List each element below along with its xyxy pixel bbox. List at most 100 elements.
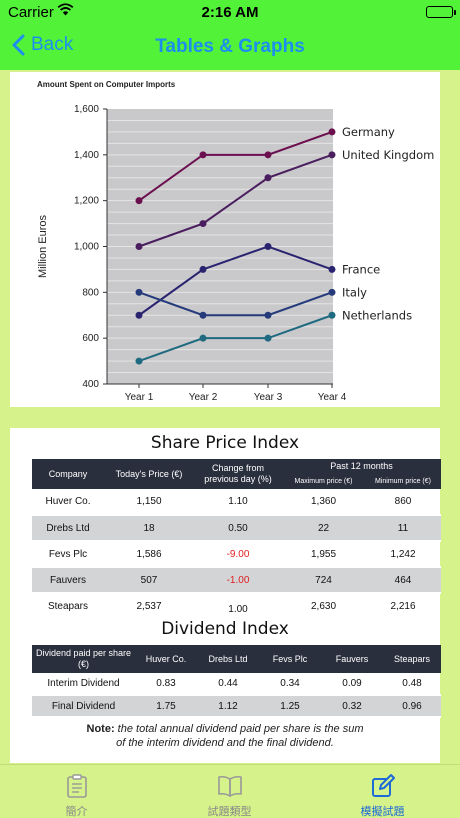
table-cell: 0.83 bbox=[156, 678, 176, 689]
dividend-table-title: Dividend Index bbox=[161, 619, 289, 639]
series-line bbox=[138, 153, 333, 248]
table-row: Final Dividend 1.75 1.12 1.25 0.32 0.96 bbox=[32, 694, 441, 718]
table-cell: 464 bbox=[365, 566, 441, 594]
series-line bbox=[138, 291, 333, 317]
table-cell: Drebs Ltd bbox=[32, 514, 104, 542]
wifi-icon bbox=[57, 3, 74, 20]
status-time: 2:16 AM bbox=[201, 4, 259, 21]
col-past-12-months: Past 12 months bbox=[282, 459, 441, 474]
data-point bbox=[264, 243, 272, 250]
data-point bbox=[199, 311, 207, 319]
table-cell: 860 bbox=[394, 496, 412, 507]
y-tick-label: 400 bbox=[82, 379, 99, 390]
table-cell: 0.50 bbox=[194, 514, 282, 542]
table-cell: 1.12 bbox=[197, 694, 259, 718]
table-row: Interim Dividend 0.83 0.44 0.34 0.09 0.48 bbox=[32, 673, 441, 695]
table-row: Fauvers 507 -1.00 724 464 bbox=[32, 566, 441, 594]
table-row: Huver Co. 1,150 1.10 1,360 860 bbox=[32, 489, 441, 515]
table-cell: 2,630 bbox=[310, 601, 337, 612]
series-label: Italy bbox=[342, 285, 367, 299]
data-point bbox=[199, 334, 207, 342]
tab-intro-label: 簡介 bbox=[65, 806, 88, 818]
tab-intro[interactable]: 簡介 bbox=[0, 765, 153, 818]
chart-card: Amount Spent on Computer Imports 400 600 8… bbox=[10, 72, 440, 407]
chevron-left-icon bbox=[12, 34, 25, 56]
edit-icon bbox=[372, 774, 395, 797]
y-tick-label: 600 bbox=[82, 333, 99, 344]
tables-card: Share Price Index Company Today's Price … bbox=[10, 428, 441, 763]
data-point bbox=[328, 311, 336, 319]
chart-title: Amount Spent on Computer Imports bbox=[37, 80, 176, 89]
table-cell: 0.09 bbox=[342, 678, 362, 689]
tab-question-types[interactable]: 試題類型 bbox=[153, 765, 306, 818]
table-cell: Huver Co. bbox=[45, 496, 91, 507]
table-row: Drebs Ltd 18 0.50 22 11 bbox=[32, 514, 441, 542]
series-line bbox=[138, 314, 333, 363]
table-row: Steapars 2,537 1.00 2,630 2,216 bbox=[32, 593, 441, 619]
table-cell: -1.00 bbox=[194, 566, 282, 594]
table-cell: 1.75 bbox=[135, 694, 197, 718]
series-label: United Kingdom bbox=[342, 148, 434, 162]
data-point bbox=[264, 151, 272, 159]
data-point bbox=[328, 128, 336, 136]
data-point bbox=[328, 288, 336, 296]
table-cell: 1.10 bbox=[228, 496, 248, 507]
data-point bbox=[199, 265, 207, 273]
page-title: Tables & Graphs bbox=[155, 36, 305, 57]
back-button[interactable]: Back bbox=[12, 34, 73, 56]
series-label: Germany bbox=[342, 125, 395, 139]
data-point bbox=[264, 334, 272, 342]
series-line bbox=[138, 130, 333, 202]
x-tick-label: Year 3 bbox=[254, 392, 283, 403]
dividend-col-header: Fevs Plc bbox=[259, 645, 321, 673]
table-cell: 1,242 bbox=[390, 548, 416, 560]
note-label: Note: bbox=[86, 723, 115, 735]
table-cell: 1,586 bbox=[136, 548, 162, 560]
y-tick-label: 800 bbox=[82, 287, 99, 298]
y-tick-label: 1,600 bbox=[74, 104, 99, 115]
carrier-label: Carrier bbox=[8, 4, 54, 21]
data-point bbox=[328, 151, 336, 159]
data-point bbox=[135, 243, 143, 250]
table-cell: 22 bbox=[282, 514, 365, 542]
table-cell: 11 bbox=[365, 514, 441, 542]
series-label: Netherlands bbox=[342, 308, 412, 322]
table-cell: 2,216 bbox=[390, 601, 416, 612]
data-point bbox=[328, 265, 336, 273]
table-cell: 0.34 bbox=[280, 678, 300, 689]
table-cell: 1,360 bbox=[310, 496, 337, 507]
y-axis-label: Million Euros bbox=[37, 215, 49, 278]
tab-mock-exam[interactable]: 模擬試題 bbox=[306, 765, 459, 818]
col-change: Change from previous day (%) bbox=[194, 459, 282, 489]
series-line bbox=[138, 245, 333, 317]
navigation-bar: Back Tables & Graphs bbox=[0, 24, 460, 70]
dividend-col-header: Drebs Ltd bbox=[197, 645, 259, 673]
y-tick-label: 1,000 bbox=[74, 242, 99, 253]
table-cell: 507 bbox=[104, 566, 194, 594]
col-min: Minimum price (€) bbox=[365, 474, 441, 489]
dividend-col-header: Huver Co. bbox=[135, 645, 197, 673]
col-company: Company bbox=[32, 459, 104, 489]
x-tick-label: Year 4 bbox=[318, 392, 347, 403]
table-cell: 724 bbox=[282, 566, 365, 594]
dividend-col-header: Fauvers bbox=[321, 645, 383, 673]
book-icon bbox=[218, 775, 242, 797]
data-point bbox=[264, 174, 272, 182]
table-cell: -9.00 bbox=[226, 548, 250, 560]
table-cell: 1,955 bbox=[310, 548, 337, 560]
table-cell: Final Dividend bbox=[32, 694, 135, 718]
tab-bar: 簡介 試題類型 模擬試題 bbox=[0, 764, 460, 818]
tab-question-types-label: 試題類型 bbox=[207, 806, 252, 818]
y-tick-label: 1,400 bbox=[74, 150, 99, 161]
note-text-line2: of the interim dividend and the final di… bbox=[116, 737, 334, 749]
tab-mock-exam-label: 模擬試題 bbox=[360, 806, 405, 818]
table-cell: 18 bbox=[104, 514, 194, 542]
table-cell: Fevs Plc bbox=[48, 548, 88, 560]
share-price-table: Company Today's Price (€) Change from pr… bbox=[32, 459, 441, 619]
table-cell: Steapars bbox=[47, 601, 89, 612]
dividend-col-header: Dividend paid per share (€) bbox=[32, 645, 135, 673]
data-point bbox=[199, 220, 207, 228]
table-cell: 0.32 bbox=[321, 694, 383, 718]
data-point bbox=[135, 288, 143, 296]
table-cell: 1.00 bbox=[228, 604, 248, 615]
